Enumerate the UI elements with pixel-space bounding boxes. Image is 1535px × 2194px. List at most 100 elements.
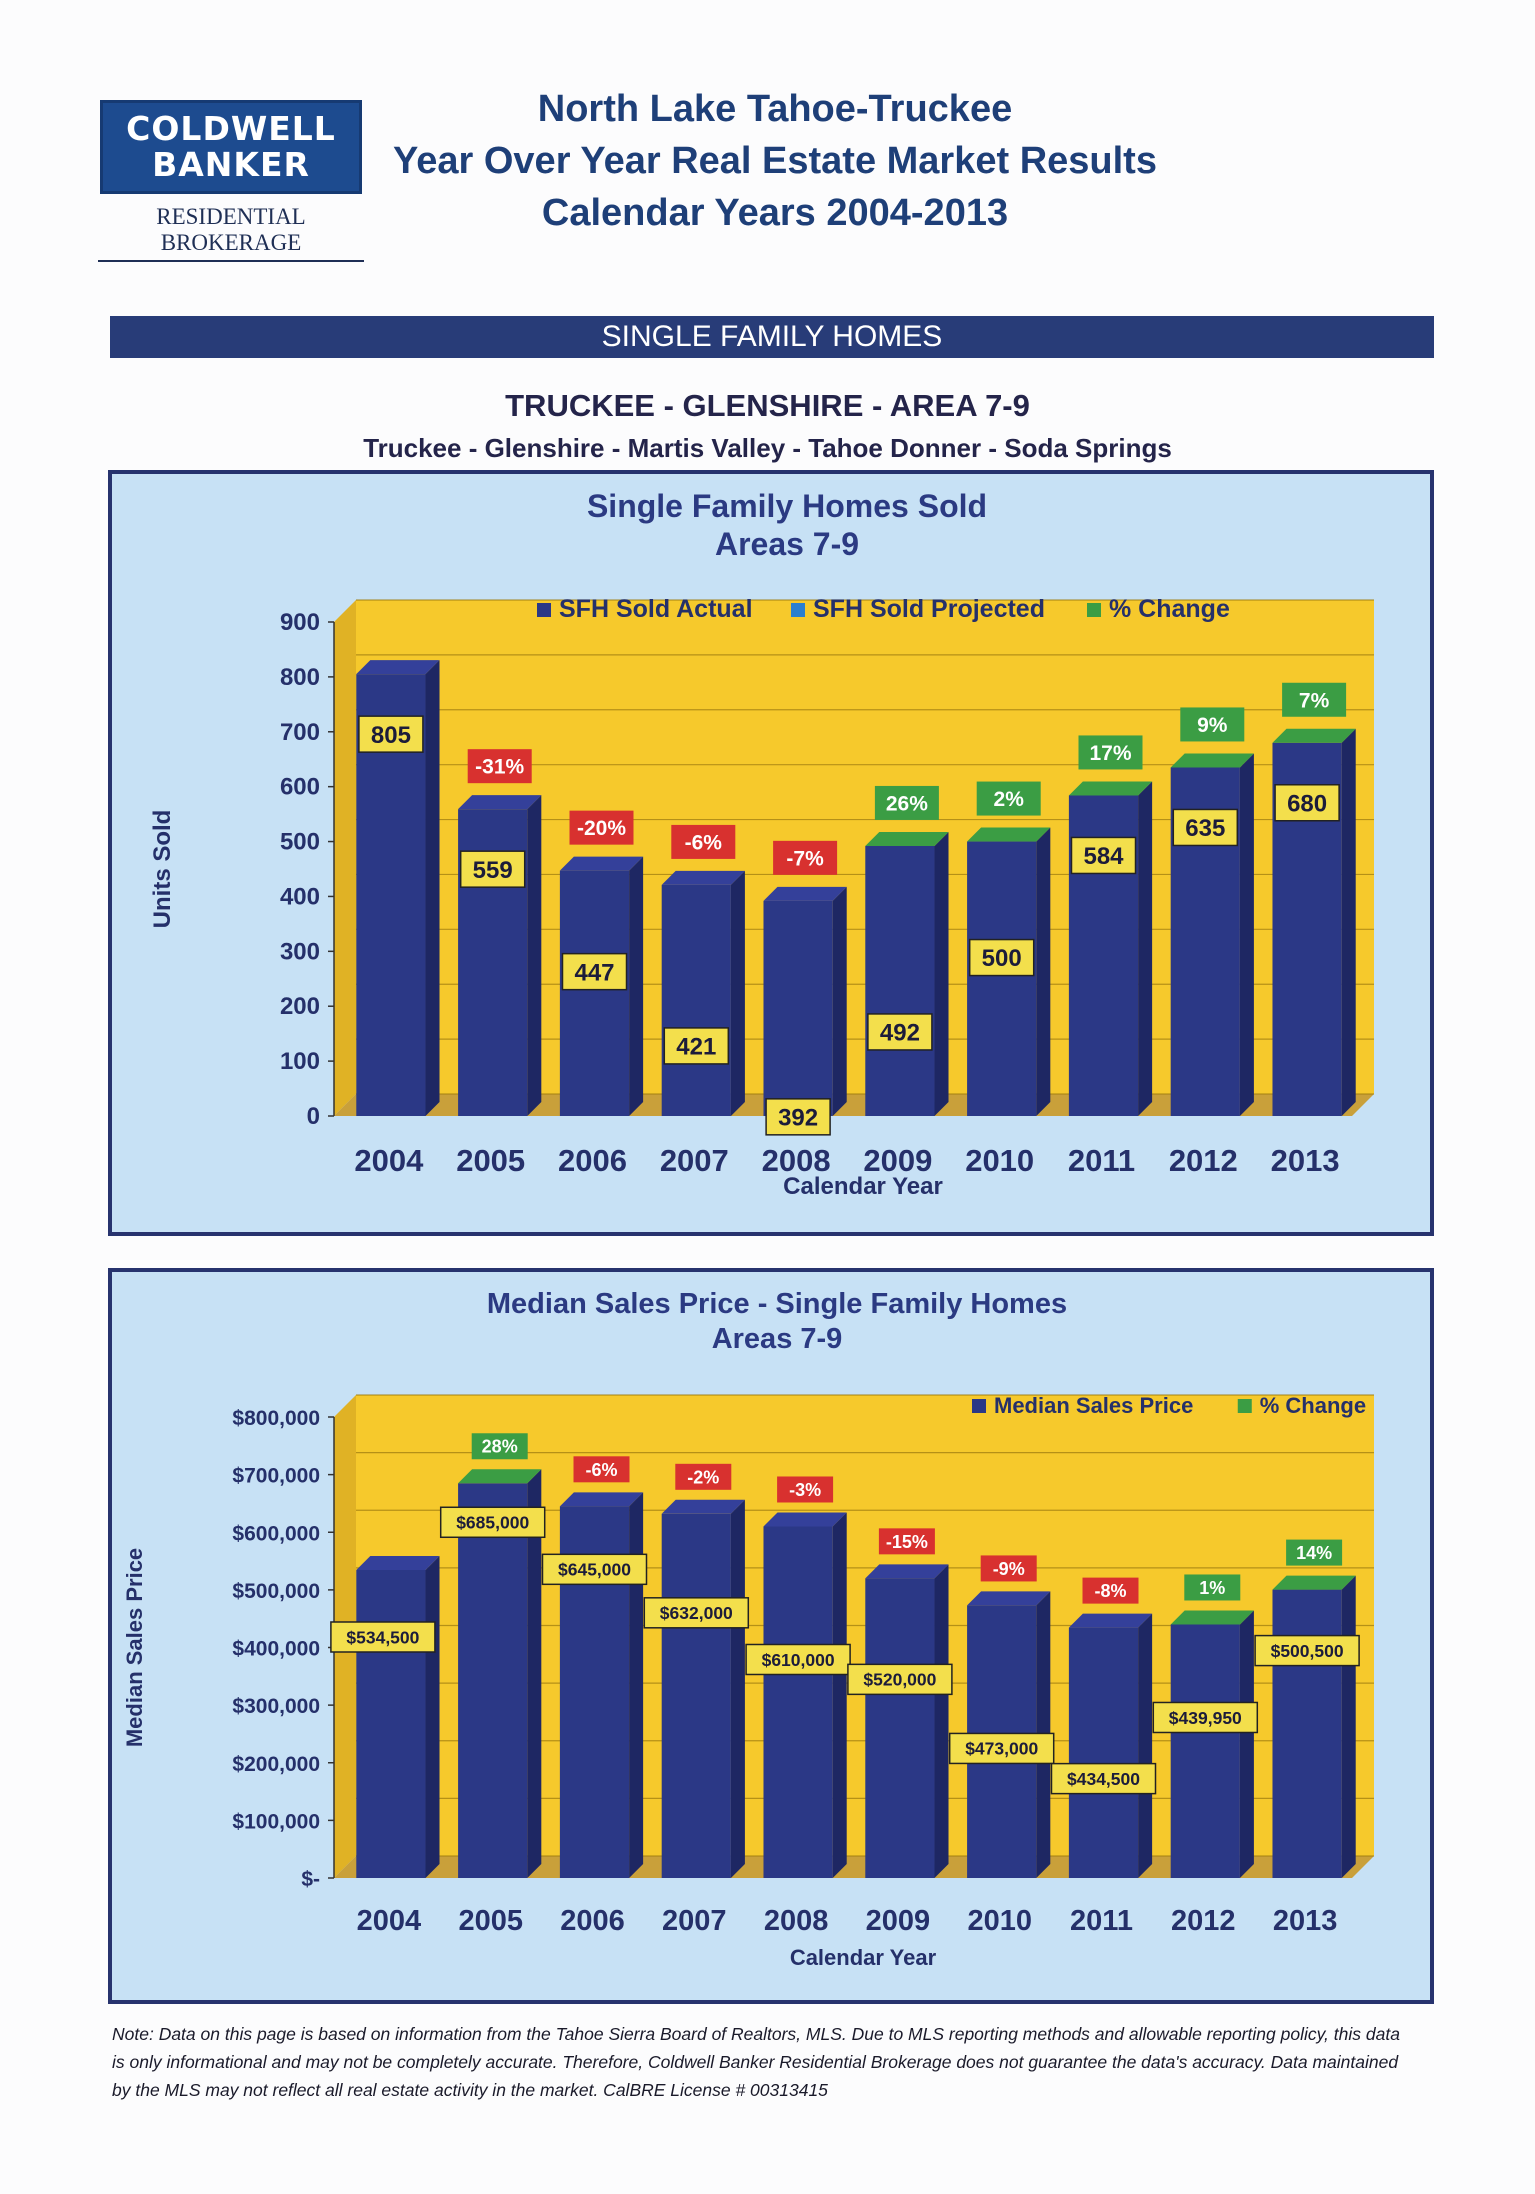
- pct-change-box: [1282, 682, 1347, 717]
- bar-side: [1239, 1610, 1254, 1878]
- bar-side: [1138, 781, 1153, 1116]
- y-tick-label: 800: [280, 664, 320, 691]
- bar: [458, 1483, 528, 1878]
- bar-side: [1341, 728, 1356, 1116]
- bar: [967, 841, 1037, 1116]
- area-subtitle: Truckee - Glenshire - Martis Valley - Ta…: [363, 433, 1172, 463]
- value-label: 805: [371, 722, 411, 749]
- pct-change-box: [1286, 1539, 1343, 1566]
- bar: [763, 900, 833, 1116]
- pct-change-label: -6%: [585, 1460, 617, 1480]
- pct-change-label: -7%: [786, 847, 824, 870]
- x-tick-label: 2006: [560, 1905, 625, 1937]
- value-label-box: [867, 1013, 933, 1051]
- x-tick-label: 2006: [558, 1143, 627, 1178]
- chart-title: Median Sales Price - Single Family Homes: [487, 1288, 1067, 1320]
- value-label: 447: [574, 959, 614, 986]
- pct-change-label: 7%: [1299, 689, 1330, 712]
- pct-change-label: 17%: [1089, 742, 1131, 765]
- y-tick-label: 300: [280, 938, 320, 965]
- value-label: 559: [473, 857, 513, 884]
- page-title-line-3: Calendar Years 2004-2013: [541, 192, 1009, 234]
- pct-change-box: [675, 1463, 732, 1490]
- x-axis-label: Calendar Year: [790, 1945, 937, 1970]
- page-title-line-1: North Lake Tahoe-Truckee: [537, 88, 1013, 130]
- x-tick-label: 2011: [1068, 1143, 1135, 1178]
- bar-side: [1138, 1613, 1153, 1878]
- pct-change-box: [773, 840, 838, 875]
- bar-top: [1068, 781, 1153, 796]
- value-label: $434,500: [1067, 1769, 1140, 1789]
- bar: [661, 1513, 731, 1878]
- legend-swatch: [537, 603, 551, 617]
- bar-side: [425, 1555, 440, 1878]
- pct-change-box: [569, 810, 634, 845]
- x-tick-label: 2011: [1070, 1905, 1133, 1937]
- pct-change-label: -15%: [886, 1532, 928, 1552]
- bar-top: [1272, 1575, 1356, 1590]
- x-tick-label: 2007: [662, 1905, 727, 1937]
- x-tick-label: 2004: [354, 1143, 424, 1178]
- value-label: 392: [778, 1104, 818, 1131]
- y-tick-label: 200: [280, 993, 320, 1020]
- value-label: $610,000: [762, 1650, 835, 1670]
- bar: [356, 1569, 426, 1878]
- bar-top: [1068, 1613, 1153, 1628]
- bar: [865, 845, 935, 1116]
- x-tick-label: 2009: [863, 1143, 932, 1178]
- pct-change-label: 26%: [886, 793, 928, 816]
- bar-top: [865, 1564, 949, 1579]
- value-label: 492: [880, 1020, 920, 1047]
- bar: [763, 1526, 833, 1878]
- pct-change-label: 9%: [1197, 714, 1228, 737]
- bar-top: [865, 831, 949, 846]
- value-label: 584: [1083, 843, 1124, 870]
- y-tick-label: 700: [280, 719, 320, 746]
- y-tick-label: $800,000: [232, 1407, 320, 1430]
- bar-top: [1272, 728, 1356, 743]
- value-label-box: [330, 1621, 436, 1653]
- pct-change-box: [777, 1476, 834, 1503]
- value-label: 500: [982, 945, 1022, 972]
- bar-top: [356, 1555, 440, 1570]
- logo-subtitle: RESIDENTIAL BROKERAGE: [98, 204, 364, 262]
- x-tick-label: 2005: [456, 1143, 525, 1178]
- value-label-box: [847, 1663, 953, 1696]
- x-tick-label: 2005: [458, 1905, 523, 1937]
- value-label: $520,000: [863, 1670, 936, 1690]
- bar-top: [763, 1512, 847, 1527]
- value-label-box: [968, 938, 1035, 977]
- bar-side: [629, 1492, 644, 1878]
- pct-change-label: -8%: [1094, 1581, 1126, 1601]
- bar-top: [356, 660, 440, 675]
- value-label-box: [459, 850, 526, 888]
- y-tick-label: 600: [280, 774, 320, 801]
- value-label-box: [765, 1098, 831, 1136]
- value-label-box: [1152, 1701, 1259, 1734]
- chart-title: Single Family Homes Sold: [587, 488, 987, 524]
- pct-change-label: -6%: [685, 831, 723, 854]
- value-label-box: [643, 1597, 750, 1629]
- value-label-box: [1254, 1634, 1360, 1667]
- x-tick-label: 2008: [764, 1905, 829, 1937]
- legend-label: % Change: [1260, 1393, 1366, 1418]
- bar-top: [1170, 753, 1254, 768]
- coldwell-banker-logo: COLDWELL BANKER: [100, 100, 362, 194]
- disclaimer-note: Note: Data on this page is based on info…: [112, 2024, 1400, 2100]
- bar-side: [730, 870, 745, 1116]
- value-label: $685,000: [456, 1513, 529, 1533]
- logo-line-1: COLDWELL: [126, 109, 336, 148]
- bar: [559, 870, 630, 1116]
- value-label-box: [1050, 1762, 1157, 1795]
- legend-label: SFH Sold Actual: [559, 595, 753, 623]
- value-label: $632,000: [660, 1603, 733, 1623]
- value-label: 635: [1185, 815, 1225, 842]
- value-label: 680: [1287, 790, 1327, 817]
- y-tick-label: 900: [280, 609, 320, 636]
- y-tick-label: 0: [307, 1103, 320, 1130]
- units-sold-chart-panel: 0 100 200 300 400 500 600 700 800 900 805 2004 559 -3…: [108, 470, 1434, 1236]
- median-price-chart: $- $100,000 $200,000 $300,000 $400,000 $500,0…: [122, 1288, 1374, 1970]
- pct-change-label: -2%: [687, 1467, 719, 1487]
- value-label-box: [358, 715, 424, 753]
- value-label-box: [663, 1027, 730, 1065]
